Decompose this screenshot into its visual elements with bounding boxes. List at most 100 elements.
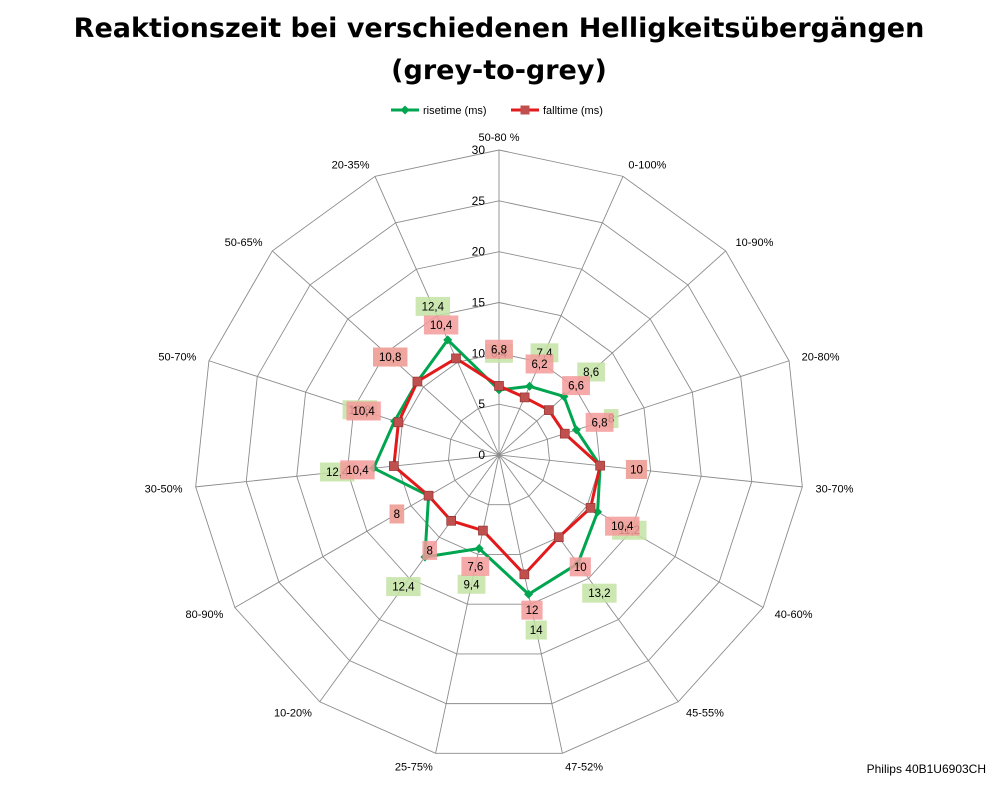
radial-axis-ticks: 0 5 10 15 20 25 30 <box>472 143 486 462</box>
falltime-data-label: 10,4 <box>430 320 453 332</box>
falltime-point <box>478 525 488 536</box>
falltime-label-bg <box>485 339 513 359</box>
category-label: 50-70% <box>158 352 196 364</box>
tick-label: 15 <box>472 296 486 310</box>
falltime-data-label: 10 <box>630 464 643 476</box>
tick-label: 20 <box>472 245 486 259</box>
series-group <box>369 335 605 599</box>
falltime-label-bg <box>373 347 408 367</box>
falltime-label-bg <box>461 556 490 576</box>
category-label: 10-90% <box>735 237 773 249</box>
falltime-point <box>519 569 530 580</box>
category-label: 30-70% <box>815 483 853 495</box>
risetime-data-label: 12,4 <box>392 582 415 594</box>
falltime-data-label: 12 <box>526 605 539 617</box>
risetime-label-bg <box>525 620 547 640</box>
category-label: 30-50% <box>145 483 183 495</box>
falltime-label-bg <box>422 540 437 560</box>
category-label: 25-75% <box>395 761 433 773</box>
falltime-data-label: 10,8 <box>379 352 401 364</box>
category-label: 40-60% <box>775 609 813 621</box>
grid-spoke <box>435 454 500 754</box>
falltime-data-label: 6,8 <box>592 417 608 429</box>
risetime-point <box>525 381 535 391</box>
category-label: 20-80% <box>802 352 840 364</box>
risetime-point <box>571 425 581 435</box>
category-label: 0-100% <box>628 159 666 171</box>
risetime-data-label: 13,2 <box>588 588 610 600</box>
grid-ring-5 <box>447 403 551 506</box>
grid-spoke <box>234 454 500 608</box>
grid-spoke <box>498 250 726 456</box>
falltime-data-label: 10 <box>574 562 587 574</box>
risetime-data-label: 9,4 <box>464 579 481 591</box>
falltime-data-label: 6,8 <box>491 344 507 356</box>
category-label: 80-90% <box>185 609 223 621</box>
falltime-data-label: 8 <box>426 545 432 557</box>
falltime-label-bg <box>340 460 375 480</box>
monitor-model-credit: Philips 40B1U6903CH <box>866 762 986 776</box>
falltime-label-bg <box>521 600 543 620</box>
risetime-data-label: 14 <box>530 625 543 637</box>
category-label: 50-65% <box>225 237 263 249</box>
grid-ring-30 <box>195 149 803 754</box>
risetime-label-bg <box>415 296 451 316</box>
grid-ring-20 <box>296 251 702 655</box>
risetime-label-bg <box>386 577 421 597</box>
falltime-label-bg <box>625 459 648 479</box>
tick-label: 5 <box>478 397 485 411</box>
falltime-label-bg <box>605 516 640 536</box>
falltime-label-bg <box>585 412 614 432</box>
risetime-data-label: 8,6 <box>583 367 599 379</box>
falltime-label-bg <box>525 354 554 374</box>
falltime-series-line <box>392 356 602 576</box>
falltime-point <box>595 460 605 471</box>
data-labels-group: 6,47,48,681011,213,2149,412,4812,410,810… <box>320 296 648 640</box>
falltime-data-label: 10,4 <box>352 406 375 418</box>
tick-label: 10 <box>472 346 486 360</box>
grid-ring-15 <box>346 302 652 605</box>
tick-label: 25 <box>472 194 486 208</box>
legend-label-falltime: falltime (ms) <box>543 105 603 117</box>
falltime-point <box>446 516 456 526</box>
falltime-point <box>519 392 530 403</box>
grid-ring-10 <box>397 352 601 555</box>
falltime-point <box>451 353 461 364</box>
falltime-point <box>393 417 404 428</box>
tick-label: 30 <box>472 143 486 157</box>
tick-label: 0 <box>478 448 485 462</box>
falltime-point <box>585 503 596 513</box>
risetime-point <box>443 335 453 345</box>
risetime-data-label: 12,4 <box>422 301 445 313</box>
chart-title-line-2: (grey-to-grey) <box>391 55 607 86</box>
falltime-point <box>553 532 564 543</box>
grid-spoke <box>498 176 624 456</box>
risetime-label-bg <box>582 583 617 603</box>
falltime-data-label: 10,4 <box>611 521 634 533</box>
category-label: 10-20% <box>274 707 312 719</box>
risetime-point <box>524 589 534 599</box>
category-labels: 50-80 % 0-100% 10-90% 20-80% 30-70% 40-60% 45-… <box>145 132 854 773</box>
risetime-point <box>474 543 484 553</box>
falltime-point <box>544 405 554 415</box>
grid-spoke <box>498 360 790 456</box>
falltime-label-bg <box>562 376 590 396</box>
chart-title-line-1: Reaktionszeit bei verschiedenen Helligke… <box>73 13 925 44</box>
falltime-label-bg <box>389 504 405 524</box>
chart-title: Reaktionszeit bei verschiedenen Helligke… <box>0 8 998 92</box>
legend-label-risetime: risetime (ms) <box>423 105 487 117</box>
category-label: 50-80 % <box>479 132 520 144</box>
legend: risetime (ms) falltime (ms) <box>391 105 603 117</box>
grid-ring-25 <box>245 200 753 705</box>
risetime-series-line <box>372 338 602 596</box>
falltime-label-bg <box>569 557 591 577</box>
falltime-point <box>423 490 434 501</box>
falltime-data-label: 7,6 <box>467 561 483 573</box>
category-label: 47-52% <box>565 761 603 773</box>
grid-spoke <box>498 454 803 488</box>
category-label: 45-55% <box>686 707 724 719</box>
falltime-label-bg <box>423 315 459 335</box>
falltime-point <box>389 461 399 471</box>
falltime-data-label: 8 <box>394 509 400 521</box>
